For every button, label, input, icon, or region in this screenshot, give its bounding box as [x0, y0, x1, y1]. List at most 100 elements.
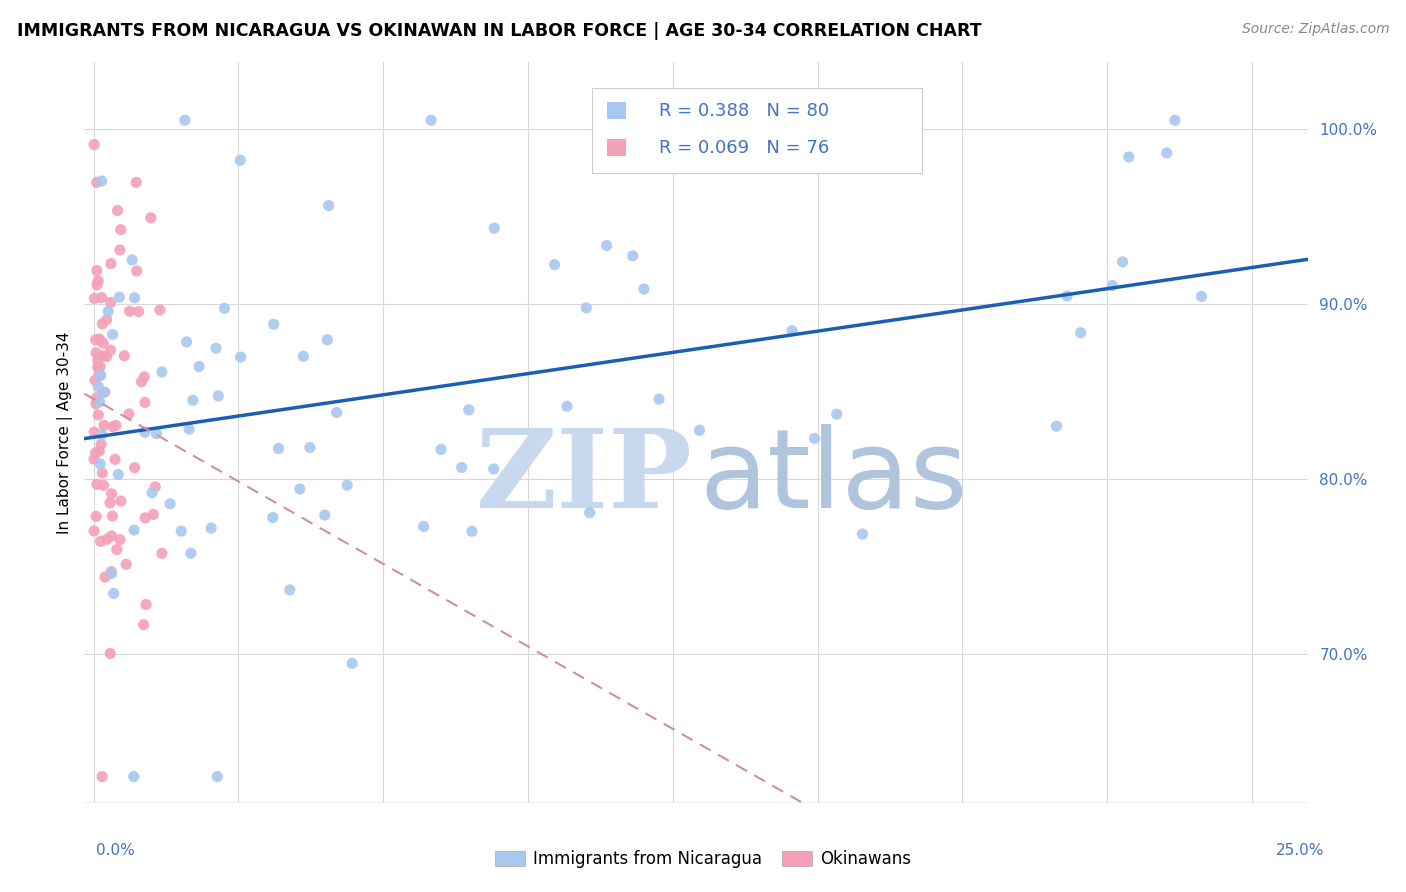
- Point: [84, 333, 107, 347]
- Point: [89, 359, 111, 374]
- Text: ZIP: ZIP: [475, 424, 692, 531]
- Point: [90, 291, 112, 305]
- Text: atlas: atlas: [700, 424, 969, 531]
- Text: R = 0.388   N = 80: R = 0.388 N = 80: [659, 102, 830, 120]
- Point: [104, 452, 127, 467]
- Point: [176, 334, 198, 349]
- Point: [87, 408, 110, 422]
- Point: [108, 243, 131, 257]
- Point: [825, 407, 848, 421]
- Point: [90, 437, 112, 451]
- Point: [100, 566, 122, 581]
- Point: [90, 368, 112, 383]
- Point: [101, 327, 124, 342]
- Point: [98, 496, 121, 510]
- Point: [1164, 113, 1187, 128]
- Point: [150, 546, 173, 560]
- Point: [83, 137, 105, 152]
- Point: [100, 529, 122, 543]
- Point: [96, 350, 118, 364]
- Point: [110, 222, 132, 236]
- Point: [107, 467, 129, 482]
- FancyBboxPatch shape: [606, 139, 626, 156]
- Point: [205, 341, 228, 355]
- Point: [1111, 255, 1133, 269]
- Point: [1056, 289, 1078, 303]
- Point: [262, 510, 284, 524]
- Point: [188, 359, 211, 374]
- Point: [118, 304, 141, 318]
- Point: [91, 317, 114, 331]
- Point: [128, 304, 150, 318]
- Point: [124, 460, 146, 475]
- FancyBboxPatch shape: [592, 88, 922, 173]
- Point: [98, 647, 121, 661]
- Point: [229, 153, 252, 168]
- Point: [314, 508, 336, 522]
- Point: [83, 425, 105, 439]
- Point: [267, 442, 290, 456]
- Point: [149, 303, 172, 318]
- Point: [125, 176, 148, 190]
- Point: [83, 452, 105, 467]
- Point: [134, 370, 156, 384]
- Point: [97, 304, 120, 318]
- Point: [83, 292, 105, 306]
- Point: [100, 487, 122, 501]
- Point: [93, 385, 115, 400]
- Point: [288, 482, 311, 496]
- Point: [86, 391, 108, 405]
- Point: [420, 113, 443, 128]
- Point: [596, 160, 619, 174]
- Point: [125, 264, 148, 278]
- Point: [229, 350, 252, 364]
- Point: [91, 336, 114, 351]
- Point: [84, 446, 107, 460]
- Point: [96, 313, 118, 327]
- Point: [633, 282, 655, 296]
- Point: [207, 770, 229, 784]
- Point: [84, 346, 107, 360]
- Point: [103, 586, 125, 600]
- Point: [108, 533, 131, 547]
- Point: [91, 466, 114, 480]
- Point: [132, 617, 155, 632]
- Point: [179, 422, 201, 436]
- FancyBboxPatch shape: [606, 103, 626, 119]
- Point: [575, 301, 598, 315]
- Point: [134, 425, 156, 440]
- Point: [84, 509, 107, 524]
- Point: [803, 431, 825, 445]
- Point: [484, 221, 506, 235]
- Point: [336, 478, 359, 492]
- Point: [851, 527, 873, 541]
- Point: [96, 533, 118, 547]
- Legend: Immigrants from Nicaragua, Okinawans: Immigrants from Nicaragua, Okinawans: [488, 844, 918, 875]
- Point: [621, 249, 644, 263]
- Point: [145, 426, 167, 441]
- Point: [142, 508, 165, 522]
- Point: [121, 252, 143, 267]
- Point: [141, 486, 163, 500]
- Point: [90, 174, 112, 188]
- Point: [1070, 326, 1092, 340]
- Point: [105, 418, 128, 433]
- Point: [139, 211, 162, 225]
- Point: [108, 290, 131, 304]
- Point: [318, 198, 340, 212]
- Point: [1101, 278, 1123, 293]
- Point: [450, 460, 472, 475]
- Point: [89, 457, 111, 471]
- Point: [87, 368, 110, 382]
- Point: [316, 333, 339, 347]
- Point: [159, 497, 181, 511]
- Point: [340, 657, 363, 671]
- Point: [180, 546, 202, 560]
- Point: [170, 524, 193, 538]
- Point: [292, 349, 315, 363]
- Point: [89, 444, 111, 458]
- Point: [325, 405, 347, 419]
- Point: [298, 441, 321, 455]
- Point: [578, 506, 600, 520]
- Point: [87, 379, 110, 393]
